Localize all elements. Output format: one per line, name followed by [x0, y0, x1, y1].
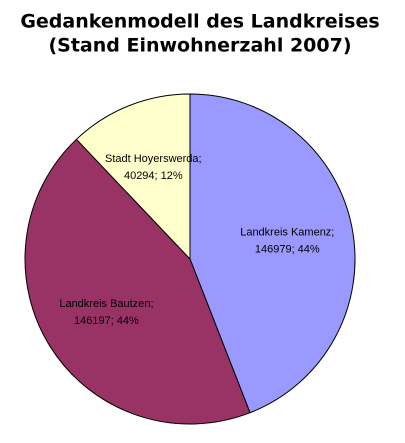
chart-title: Gedankenmodell des Landkreises — [20, 11, 379, 33]
pie-slice — [75, 93, 191, 261]
pie-slice — [24, 138, 251, 425]
slice-label: Stadt Hoyerswerda; — [105, 153, 202, 165]
pie-slice — [189, 93, 356, 414]
slice-label: Landkreis Kamenz; — [240, 227, 334, 239]
chart-title: (Stand Einwohnerzahl 2007) — [48, 35, 351, 57]
slice-value-label: 146979; 44% — [255, 244, 320, 256]
slice-value-label: 146197; 44% — [74, 315, 139, 327]
slice-value-label: 40294; 12% — [124, 170, 183, 182]
slice-label: Landkreis Bautzen; — [59, 298, 153, 310]
